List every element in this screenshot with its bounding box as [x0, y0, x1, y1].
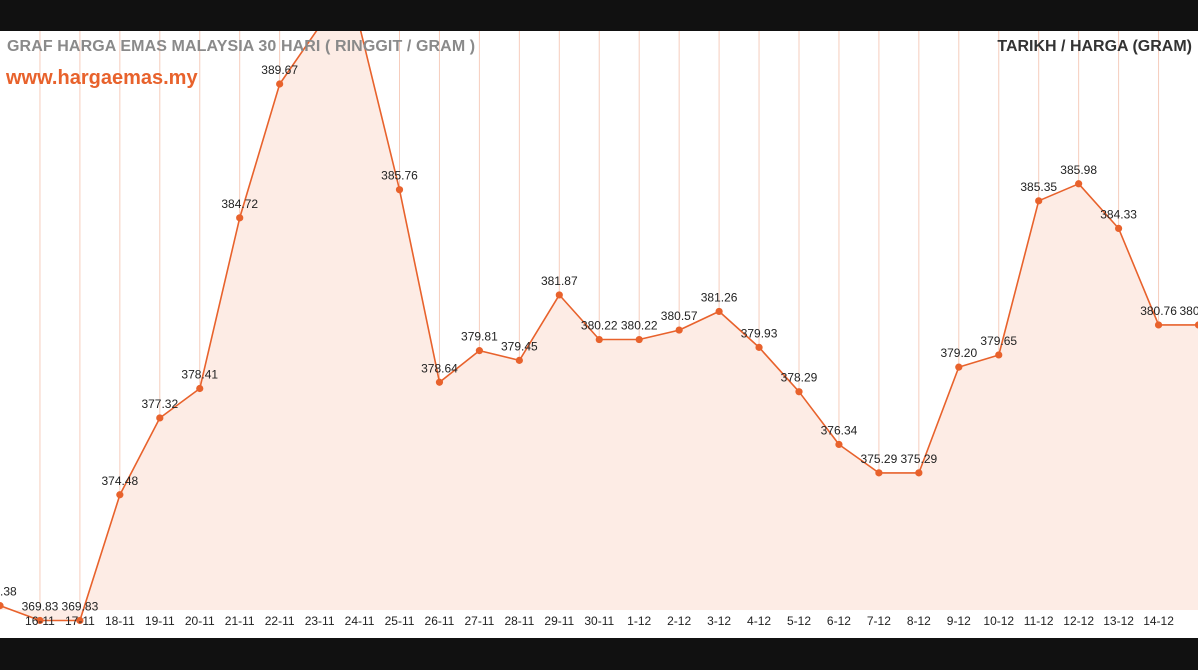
data-point-30-11: [595, 335, 603, 344]
data-point-11-12: [1035, 197, 1043, 205]
data-point-3-12: [715, 307, 723, 316]
data-point-12-12: [1075, 180, 1083, 188]
data-label-29-11: 381.87: [541, 274, 578, 288]
data-point-17-11: [76, 616, 84, 625]
x-axis-ticks: 16-11 17-11 18-11 19-11 20-11 21-11 22-11 23-11…: [25, 614, 1174, 628]
data-label-1-12: 380.22: [621, 319, 658, 333]
tick-label-12-12: 12-12: [1063, 614, 1094, 628]
tick-label-26-11: 26-11: [425, 614, 455, 628]
data-label-2-12: 380.57: [661, 309, 698, 323]
data-label-7-12: 375.29: [861, 452, 898, 466]
tick-label-14-12: 14-12: [1143, 614, 1174, 628]
tick-label-19-11: 19-11: [145, 614, 175, 628]
data-point-2-12: [675, 326, 683, 334]
data-point-19-11: [156, 414, 164, 422]
data-label-30-11: 380.22: [581, 319, 618, 333]
tick-label-13-12: 13-12: [1103, 614, 1134, 628]
tick-label-4-12: 4-12: [747, 614, 771, 628]
data-label-5-12: 378.29: [781, 371, 818, 385]
data-point-9-12: [955, 363, 963, 371]
tick-label-25-11: 25-11: [385, 614, 415, 628]
data-label-19-11: 377.32: [141, 397, 178, 411]
data-point-14-12: [1154, 321, 1163, 329]
data-point-27-11: [475, 347, 483, 355]
data-label-15-12: 380: [1180, 304, 1198, 318]
tick-label-22-11: 22-11: [265, 614, 295, 628]
legend-label: TARIKH / HARGA (GRAM): [997, 38, 1192, 55]
data-label-10-12: 379.65: [980, 334, 1017, 348]
data-labels: .38 369.83 369.83 374.48 377.32 378.41 384.72 3…: [0, 63, 1198, 614]
data-label-22-11: 389.67: [261, 63, 298, 77]
tick-label-8-12: 8-12: [907, 614, 931, 628]
tick-label-20-11: 20-11: [185, 614, 215, 628]
data-label-20-11: 378.41: [181, 367, 218, 381]
data-point-1-12: [635, 335, 643, 344]
data-label-3-12: 381.26: [701, 290, 738, 304]
source-website: www.hargaemas.my: [6, 67, 198, 89]
data-point-18-11: [116, 491, 124, 499]
data-label-16-11: 369.83: [22, 600, 59, 614]
data-point-20-11: [196, 384, 204, 393]
data-point-16-11: [36, 616, 44, 625]
data-label-15-11: .38: [0, 585, 17, 599]
data-point-22-11: [276, 80, 284, 88]
data-point-6-12: [835, 440, 843, 449]
data-point-7-12: [875, 469, 883, 477]
tick-label-23-11: 23-11: [305, 614, 335, 628]
data-label-11-12: 385.35: [1020, 180, 1057, 194]
data-label-18-11: 374.48: [101, 474, 138, 488]
tick-label-3-12: 3-12: [707, 614, 731, 628]
tick-label-18-11: 18-11: [105, 614, 135, 628]
data-label-26-11: 378.64: [421, 361, 458, 375]
tick-label-5-12: 5-12: [787, 614, 811, 628]
data-label-8-12: 375.29: [900, 452, 937, 466]
tick-label-9-12: 9-12: [947, 614, 971, 628]
data-point-10-12: [995, 351, 1003, 359]
data-point-13-12: [1115, 224, 1123, 233]
data-label-14-12: 380.76: [1140, 304, 1177, 318]
tick-label-11-12: 11-12: [1024, 614, 1054, 628]
tick-label-21-11: 21-11: [225, 614, 255, 628]
data-point-8-12: [915, 469, 923, 477]
data-point-5-12: [795, 388, 803, 396]
tick-label-7-12: 7-12: [867, 614, 891, 628]
data-label-27-11: 379.81: [461, 330, 498, 344]
data-point-15-12: [1194, 321, 1198, 329]
data-label-21-11: 384.72: [221, 197, 258, 211]
tick-label-28-11: 28-11: [504, 614, 534, 628]
tick-label-2-12: 2-12: [667, 614, 691, 628]
tick-label-24-11: 24-11: [345, 614, 375, 628]
data-point-25-11: [395, 186, 404, 194]
data-label-17-11: 369.83: [62, 600, 99, 614]
tick-label-29-11: 29-11: [544, 614, 574, 628]
tick-label-6-12: 6-12: [827, 614, 851, 628]
data-point-21-11: [236, 214, 244, 222]
price-chart: .38 369.83 369.83 374.48 377.32 378.41 384.72 3…: [0, 31, 1198, 628]
chart-title: GRAF HARGA EMAS MALAYSIA 30 HARI ( RINGG…: [7, 38, 476, 55]
data-point-28-11: [515, 356, 523, 364]
data-point-15-11: [0, 602, 4, 610]
data-label-4-12: 379.93: [741, 326, 778, 340]
data-point-29-11: [555, 291, 563, 299]
data-label-6-12: 376.34: [821, 423, 858, 437]
chart-area: .38 369.83 369.83 374.48 377.32 378.41 384.72 3…: [0, 31, 1198, 638]
data-point-26-11: [435, 378, 444, 386]
data-points: [0, 80, 1198, 625]
tick-label-10-12: 10-12: [983, 614, 1014, 628]
tick-label-16-11: 16-11: [25, 614, 55, 628]
tick-label-30-11: 30-11: [584, 614, 614, 628]
tick-label-1-12: 1-12: [627, 614, 651, 628]
data-label-9-12: 379.20: [940, 346, 977, 360]
data-point-4-12: [755, 343, 763, 351]
tick-label-17-11: 17-11: [65, 614, 95, 628]
data-label-25-11: 385.76: [381, 169, 418, 183]
tick-label-27-11: 27-11: [464, 614, 494, 628]
data-label-13-12: 384.33: [1100, 207, 1137, 221]
data-label-28-11: 379.45: [501, 339, 538, 353]
data-label-12-12: 385.98: [1060, 163, 1097, 177]
